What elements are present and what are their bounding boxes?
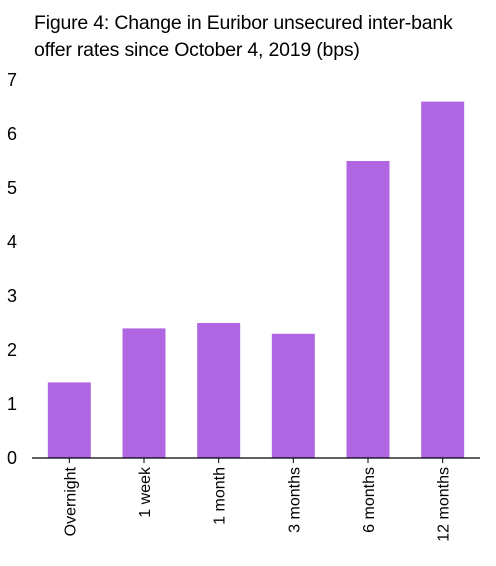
- x-tick-label: 12 months: [436, 467, 453, 542]
- y-tick-label: 7: [7, 70, 17, 90]
- y-tick-label: 4: [7, 232, 17, 252]
- y-tick-label: 0: [7, 448, 17, 468]
- x-tick-label: 6 months: [361, 467, 378, 533]
- chart-title-line-2: offer rates since October 4, 2019 (bps): [34, 39, 360, 61]
- x-tick-label: 3 months: [286, 467, 303, 533]
- y-tick-label: 2: [7, 340, 17, 360]
- y-tick-label: 3: [7, 286, 17, 306]
- bars: [47, 101, 465, 458]
- bar-1-month: [197, 323, 241, 458]
- chart-title: Figure 4: Change in Euribor unsecured in…: [34, 10, 484, 64]
- y-axis: 0 1 2 3 4 5 6 7: [7, 70, 17, 468]
- chart-title-line-1: Figure 4: Change in Euribor unsecured in…: [34, 12, 453, 34]
- bar-6-months: [346, 161, 390, 458]
- x-tick-label: 1 month: [212, 467, 229, 525]
- bar-1-week: [122, 328, 166, 458]
- y-tick-label: 6: [7, 124, 17, 144]
- y-tick-label: 5: [7, 178, 17, 198]
- bar-3-months: [271, 333, 315, 458]
- x-axis: Overnight 1 week 1 month 3 months 6 months 12…: [32, 457, 480, 542]
- bar-12-months: [421, 101, 465, 458]
- bar-overnight: [47, 382, 91, 458]
- x-tick-label: 1 week: [137, 466, 154, 518]
- y-tick-label: 1: [7, 394, 17, 414]
- x-tick-label: Overnight: [62, 466, 79, 536]
